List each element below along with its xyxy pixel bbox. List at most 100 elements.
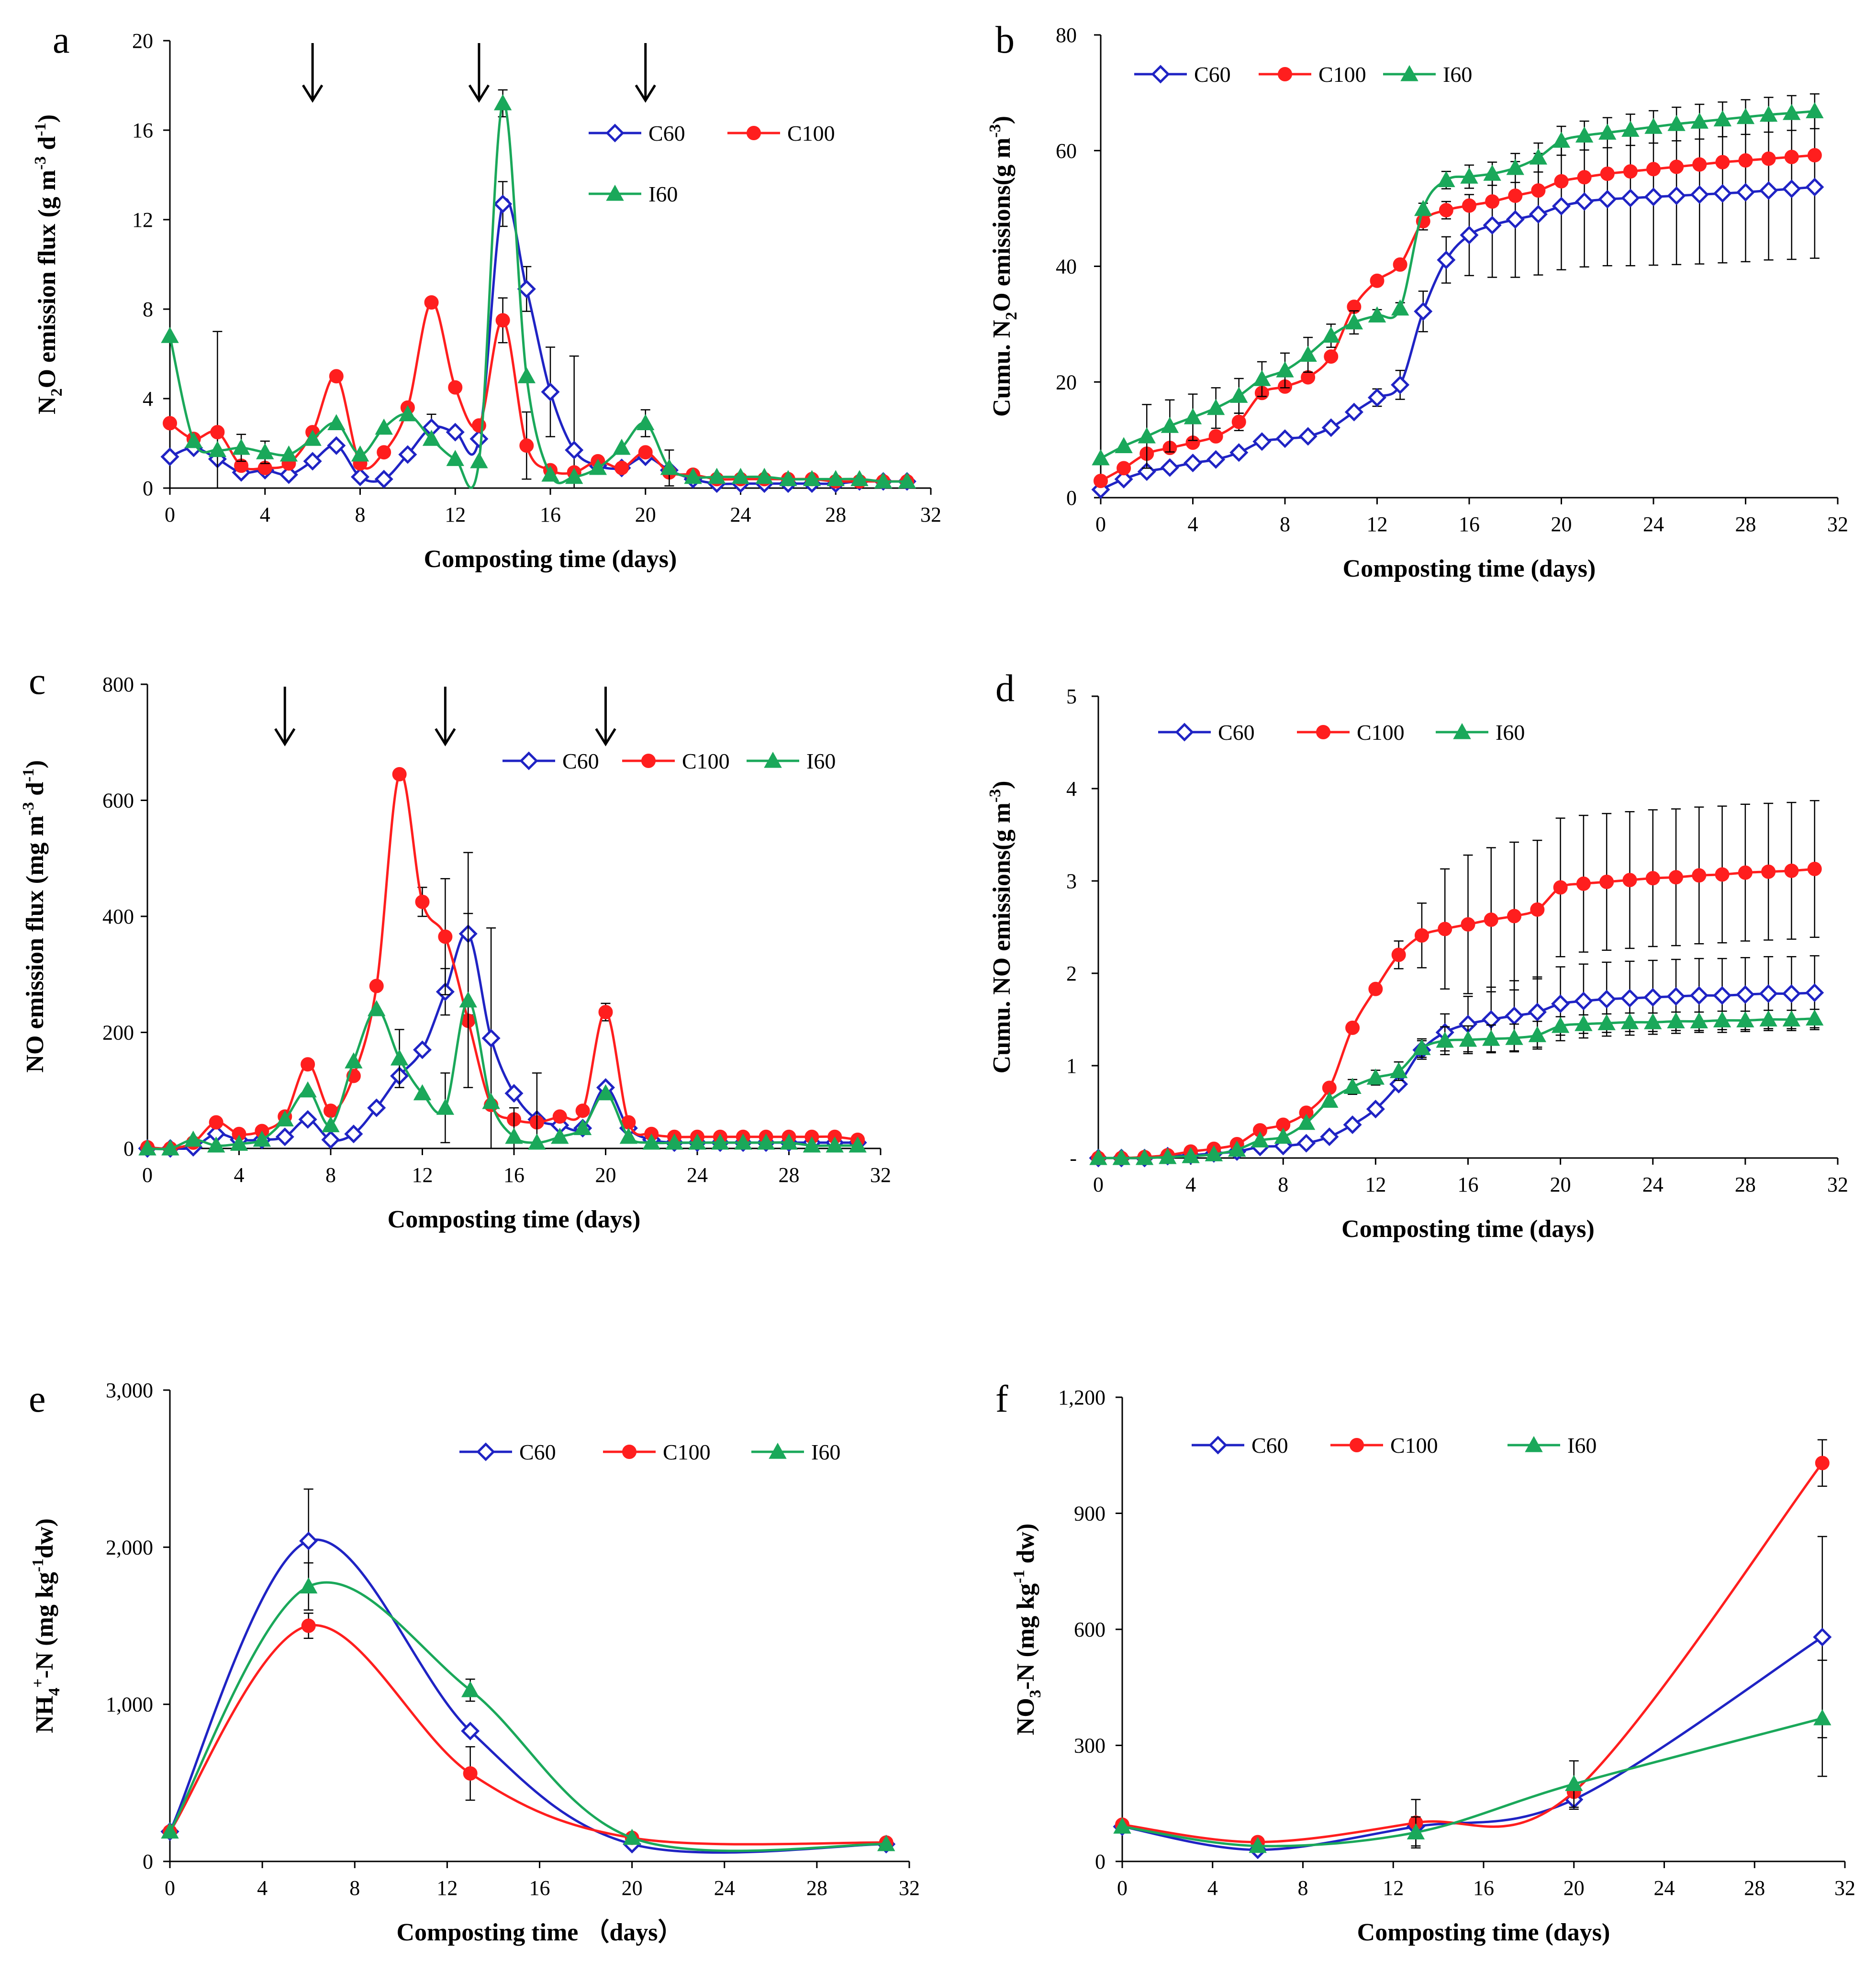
x-axis-title: Composting time (days) bbox=[1341, 1215, 1595, 1243]
data-point-I60 bbox=[1759, 105, 1778, 122]
data-point-I60 bbox=[779, 470, 797, 486]
x-tick-label: 4 bbox=[257, 1876, 268, 1900]
data-point-I60 bbox=[351, 445, 369, 462]
x-tick-label: 16 bbox=[1458, 1173, 1479, 1196]
data-point-I60 bbox=[232, 438, 250, 455]
data-point-C100 bbox=[552, 1109, 567, 1124]
data-point-I60 bbox=[161, 327, 179, 343]
data-point-I60 bbox=[1112, 1148, 1130, 1165]
series-line-I60 bbox=[1098, 1017, 1815, 1159]
panel-letter: d bbox=[995, 668, 1015, 710]
legend-item-C60: C60 bbox=[589, 121, 685, 145]
data-point-C60 bbox=[1598, 189, 1617, 209]
x-tick-label: 12 bbox=[445, 503, 466, 526]
legend-item-C60: C60 bbox=[502, 749, 599, 773]
x-tick-label: 4 bbox=[234, 1163, 245, 1187]
series-C100 bbox=[140, 767, 865, 1156]
data-point-C100 bbox=[638, 445, 653, 460]
data-point-C100 bbox=[424, 295, 439, 310]
y-tick-label: - bbox=[1070, 1147, 1077, 1170]
data-point-C100 bbox=[1622, 873, 1637, 888]
x-tick-label: 0 bbox=[1117, 1876, 1128, 1900]
panel-a: a 0 4 8 12 16 20 0 4 8 12 16 20 24 28 32 Composting time… bbox=[32, 19, 941, 573]
data-point-I60 bbox=[589, 458, 607, 475]
data-point-I60 bbox=[446, 450, 464, 466]
legend-label: I60 bbox=[1443, 62, 1472, 87]
data-point-C60 bbox=[1206, 450, 1226, 469]
legend-label: C100 bbox=[1390, 1433, 1438, 1458]
x-tick-label: 20 bbox=[1550, 1173, 1571, 1196]
data-point-C100 bbox=[1370, 273, 1385, 288]
data-point-C60 bbox=[413, 1040, 432, 1059]
x-tick-label: 32 bbox=[1834, 1876, 1855, 1900]
data-point-C60 bbox=[1275, 429, 1295, 448]
data-point-C100 bbox=[1324, 349, 1339, 364]
y-axis-title: Cumu. N2O emissions(g m-3) bbox=[986, 116, 1020, 417]
data-point-I60 bbox=[279, 445, 298, 462]
data-point-C60 bbox=[1805, 178, 1824, 197]
data-point-C60 bbox=[299, 1531, 318, 1550]
data-point-C60 bbox=[446, 423, 465, 442]
data-point-I60 bbox=[390, 1049, 409, 1066]
x-tick-label: 8 bbox=[1278, 1173, 1288, 1196]
data-point-C60 bbox=[1160, 458, 1179, 477]
data-point-C60 bbox=[541, 382, 560, 401]
data-point-I60 bbox=[565, 468, 583, 484]
legend-item-C100: C100 bbox=[622, 749, 730, 773]
legend-marker-I60 bbox=[1453, 723, 1471, 739]
data-point-I60 bbox=[1184, 408, 1202, 424]
data-point-C100 bbox=[369, 979, 384, 993]
data-point-I60 bbox=[1806, 1009, 1824, 1026]
legend-item-C60: C60 bbox=[1192, 1433, 1288, 1458]
data-point-C100 bbox=[163, 416, 177, 431]
data-point-C60 bbox=[1460, 225, 1479, 245]
data-point-I60 bbox=[528, 1133, 546, 1150]
data-point-C60 bbox=[1782, 179, 1801, 199]
data-point-I60 bbox=[1620, 1013, 1639, 1029]
legend-item-I60: I60 bbox=[589, 182, 678, 206]
legend-item-I60: I60 bbox=[1508, 1433, 1597, 1458]
legend-marker-C60 bbox=[605, 123, 625, 143]
data-point-I60 bbox=[684, 468, 702, 484]
data-point-I60 bbox=[1274, 1127, 1292, 1144]
legend-marker-C100 bbox=[622, 1445, 636, 1459]
x-tick-label: 16 bbox=[1459, 512, 1480, 536]
data-point-I60 bbox=[1161, 417, 1179, 433]
data-point-I60 bbox=[299, 1081, 317, 1098]
data-point-I60 bbox=[898, 472, 916, 489]
legend-marker-C100 bbox=[1350, 1438, 1364, 1452]
y-tick-label: 1 bbox=[1066, 1054, 1077, 1078]
x-axis-title: Composting time (days) bbox=[1357, 1919, 1610, 1946]
data-point-I60 bbox=[708, 468, 726, 484]
legend-label: C60 bbox=[648, 121, 685, 145]
panel-letter: e bbox=[29, 1378, 46, 1420]
data-point-C100 bbox=[1439, 203, 1453, 218]
data-point-C60 bbox=[1391, 375, 1410, 394]
legend-marker-I60 bbox=[1525, 1436, 1543, 1452]
data-point-C100 bbox=[301, 1618, 316, 1633]
data-point-C100 bbox=[448, 380, 463, 395]
data-point-C100 bbox=[1807, 861, 1822, 876]
data-point-C100 bbox=[377, 445, 391, 460]
data-point-I60 bbox=[1690, 112, 1708, 129]
y-tick-label: 4 bbox=[143, 387, 153, 411]
data-point-I60 bbox=[375, 418, 393, 435]
data-point-I60 bbox=[470, 452, 488, 468]
data-point-C100 bbox=[1807, 148, 1822, 163]
data-point-I60 bbox=[623, 1828, 641, 1845]
x-tick-label: 12 bbox=[436, 1876, 458, 1900]
data-point-C100 bbox=[1553, 880, 1568, 895]
data-point-C100 bbox=[210, 425, 225, 440]
data-point-C60 bbox=[1782, 984, 1801, 1003]
data-point-C60 bbox=[1321, 418, 1340, 437]
series-line-C60 bbox=[1098, 991, 1815, 1159]
legend-marker-C60 bbox=[476, 1442, 495, 1461]
data-point-C60 bbox=[1505, 1006, 1524, 1025]
series-C60 bbox=[1089, 955, 1824, 1168]
data-point-I60 bbox=[161, 1822, 179, 1839]
legend-item-C100: C100 bbox=[727, 121, 835, 145]
legend-marker-C100 bbox=[1278, 67, 1292, 81]
data-point-C100 bbox=[1784, 863, 1799, 878]
series-line-C100 bbox=[1098, 868, 1815, 1159]
data-point-C100 bbox=[519, 438, 534, 453]
